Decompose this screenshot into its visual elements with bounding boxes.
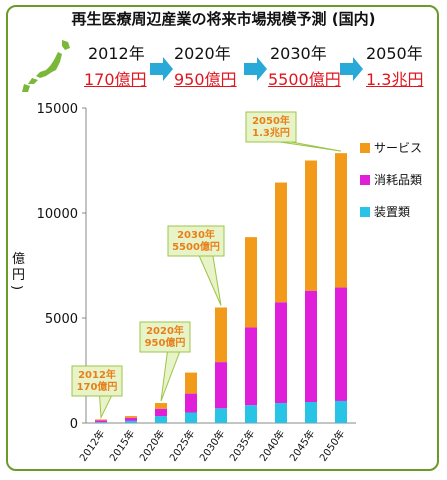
bar-segment xyxy=(305,402,317,423)
callout-text: 5500億円 xyxy=(172,240,220,253)
callout-text: 2020年 xyxy=(146,324,184,337)
x-tick-label: 2050年 xyxy=(316,427,347,463)
milestone-amount-2012: 170億円 xyxy=(84,70,147,89)
bar-segment xyxy=(245,405,257,423)
arrow-right-icon xyxy=(150,57,173,81)
y-tick-label: 0 xyxy=(70,417,78,432)
bar-segment xyxy=(125,420,137,423)
milestone-amount-2030: 5500億円 xyxy=(268,70,341,89)
bar-segment xyxy=(215,362,227,409)
milestone-year-2012: 2012年 xyxy=(88,44,145,63)
x-tick-label: 2035年 xyxy=(226,427,257,463)
milestone-year-2030: 2030年 xyxy=(270,44,327,63)
y-axis-label-char: 円 xyxy=(12,268,26,283)
bar-segment xyxy=(185,412,197,423)
bar-segment xyxy=(95,419,107,421)
bar-segment xyxy=(275,182,287,303)
callout-text: 1.3兆円 xyxy=(252,126,290,139)
milestone-amount-2020: 950億円 xyxy=(174,70,237,89)
bar-segment xyxy=(185,372,197,394)
callout-text: 170億円 xyxy=(77,380,118,393)
bar-segment xyxy=(335,287,347,401)
legend-swatch xyxy=(360,143,370,153)
bar-segment xyxy=(245,237,257,328)
bar-segment xyxy=(275,403,287,423)
x-tick-label: 2012年 xyxy=(76,427,107,463)
callout-box xyxy=(245,111,297,143)
bar-segment xyxy=(95,420,107,423)
bar-segment xyxy=(215,307,227,363)
bar-segment xyxy=(335,400,347,423)
callout-tail xyxy=(160,350,181,402)
callout-box xyxy=(71,365,123,397)
x-tick-label: 2020年 xyxy=(136,427,167,463)
callout-text: 2050年 xyxy=(252,114,290,127)
bar-segment xyxy=(215,408,227,423)
milestone-amount-2050: 1.3兆円 xyxy=(366,70,424,89)
bar-segment xyxy=(155,408,167,417)
bar-segment xyxy=(335,153,347,288)
legend-label: サービス xyxy=(374,141,422,155)
milestone-year-2050: 2050年 xyxy=(366,44,423,63)
milestone-year-2020: 2020年 xyxy=(174,44,231,63)
bar-segment xyxy=(305,290,317,402)
x-tick-label: 2015年 xyxy=(106,427,137,463)
bar-segment xyxy=(185,393,197,413)
japan-map-icon xyxy=(22,40,70,92)
bar-segment xyxy=(125,417,137,421)
callout-text: 950億円 xyxy=(145,336,186,349)
callout-text: 2012年 xyxy=(78,368,116,381)
legend-label: 消耗品類 xyxy=(374,173,422,187)
legend-swatch xyxy=(360,175,370,185)
page-title: 再生医療周辺産業の将来市場規模予測 (国内) xyxy=(71,10,376,28)
y-axis-label-char: 億 xyxy=(12,252,26,267)
y-tick-label: 5000 xyxy=(45,312,78,327)
legend-swatch xyxy=(360,207,370,217)
callout-tail xyxy=(98,394,113,420)
x-tick-label: 2025年 xyxy=(166,427,197,463)
legend-label: 装置類 xyxy=(374,205,410,219)
y-tick-label: 10000 xyxy=(37,207,78,222)
bar-segment xyxy=(245,327,257,406)
bar-segment xyxy=(95,422,107,423)
callout-box xyxy=(139,321,191,353)
arrow-right-icon xyxy=(340,57,363,81)
callout-tail xyxy=(273,140,342,152)
arrow-right-icon xyxy=(244,57,267,81)
callout-box xyxy=(167,225,225,257)
x-tick-label: 2040年 xyxy=(256,427,287,463)
bar-segment xyxy=(155,403,167,409)
y-tick-label: 15000 xyxy=(37,102,78,117)
callout-tail xyxy=(198,254,222,306)
bar-segment xyxy=(305,160,317,291)
x-tick-label: 2030年 xyxy=(196,427,227,463)
bar-segment xyxy=(125,416,137,418)
callout-text: 2030年 xyxy=(177,228,215,241)
bar-segment xyxy=(275,302,287,404)
bar-segment xyxy=(155,416,167,423)
x-tick-label: 2045年 xyxy=(286,427,317,463)
